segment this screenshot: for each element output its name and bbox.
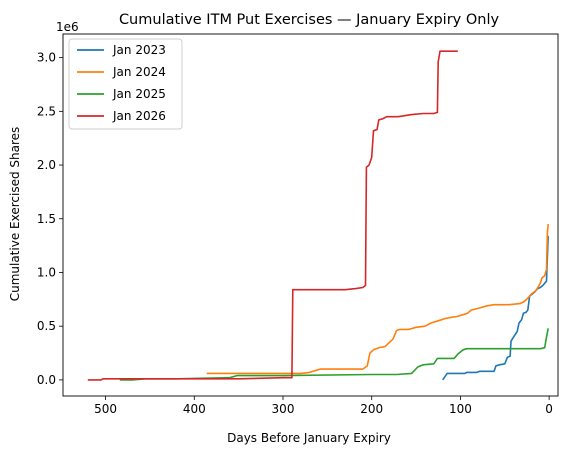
series-line-jan-2026	[87, 50, 458, 381]
y-tick-label: 1.0	[37, 265, 56, 279]
y-tick-label: 0.5	[37, 319, 56, 333]
x-tick-label: 0	[545, 402, 553, 416]
y-axis-offset-label: 1e6	[56, 20, 79, 34]
plot-frame	[62, 33, 559, 397]
y-tick-label: 2.5	[37, 104, 56, 118]
legend-entry: Jan 2026	[112, 109, 166, 123]
x-axis-label: Days Before January Expiry	[227, 431, 391, 445]
legend-entry: Jan 2025	[112, 87, 166, 101]
series-line-jan-2023	[442, 235, 549, 381]
y-tick-label: 0.0	[37, 373, 56, 387]
x-tick-label: 400	[183, 402, 206, 416]
y-tick-label: 1.5	[37, 212, 56, 226]
chart-title: Cumulative ITM Put Exercises — January E…	[119, 12, 500, 28]
y-axis-label: Cumulative Exercised Shares	[8, 127, 22, 302]
legend-entry: Jan 2024	[112, 65, 166, 79]
x-tick-label: 500	[94, 402, 117, 416]
x-tick-label: 100	[449, 402, 472, 416]
series-line-jan-2024	[206, 224, 549, 375]
series-line-jan-2025	[119, 328, 549, 381]
y-tick-label: 3.0	[37, 51, 56, 65]
x-tick-label: 300	[272, 402, 295, 416]
y-tick-label: 2.0	[37, 158, 56, 172]
legend-box	[68, 38, 183, 130]
x-tick-label: 200	[360, 402, 383, 416]
legend-entry: Jan 2023	[112, 43, 166, 57]
